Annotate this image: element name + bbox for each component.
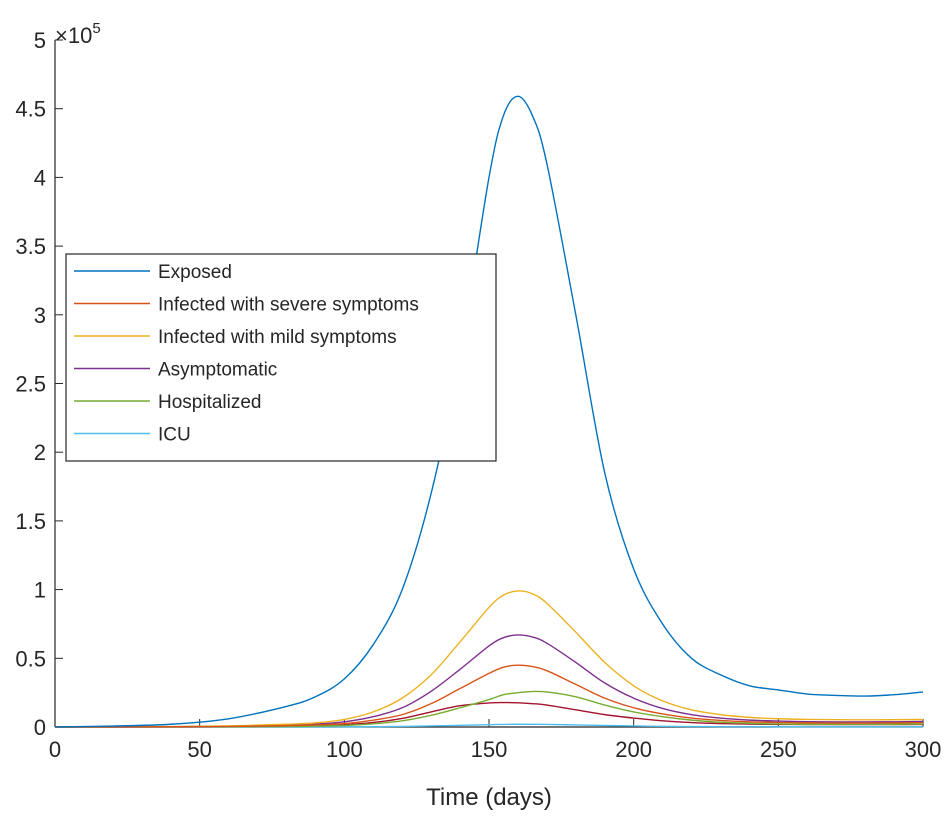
- x-tick-label: 100: [326, 737, 363, 762]
- y-tick-label: 5: [34, 28, 46, 53]
- y-tick-label: 1.5: [15, 509, 46, 534]
- y-tick-label: 2.5: [15, 372, 46, 397]
- x-tick-label: 50: [187, 737, 211, 762]
- series-line-hospitalized: [54, 690, 924, 728]
- x-tick-label: 300: [905, 737, 942, 762]
- series-line-asymptomatic: [54, 634, 924, 728]
- x-tick-label: 250: [760, 737, 797, 762]
- y-axis-multiplier: ×105: [55, 20, 101, 48]
- legend-box: [65, 253, 497, 462]
- x-tick-label: 200: [615, 737, 652, 762]
- y-tick-label: 1: [34, 578, 46, 603]
- series-line-infected-with-severe-symptoms: [54, 664, 924, 728]
- y-tick-label: 0: [34, 715, 46, 740]
- legend-label-asymptomatic: Asymptomatic: [158, 360, 277, 381]
- y-tick-label: 3: [34, 303, 46, 328]
- x-tick-label: 150: [471, 737, 508, 762]
- x-axis-label: Time (days): [426, 784, 552, 811]
- legend-label-infected-with-mild-symptoms: Infected with mild symptoms: [158, 327, 397, 348]
- tick-labels: 0 50 100 150 200 250 300 0 0.5 1 1.5 2 2.5 3 3.5 4 4.5 5: [15, 28, 941, 762]
- legend: Exposed Infected with severe symptoms Infe…: [65, 253, 497, 462]
- y-tick-label: 4: [34, 165, 46, 190]
- legend-label-icu: ICU: [158, 425, 191, 446]
- series-lines: [54, 95, 924, 728]
- series-line-infected-with-mild-symptoms: [54, 590, 924, 728]
- y-tick-label: 4.5: [15, 97, 46, 122]
- y-tick-label: 2: [34, 440, 46, 465]
- y-tick-label: 0.5: [15, 646, 46, 671]
- series-line-exposed: [54, 95, 924, 728]
- legend-label-exposed: Exposed: [158, 262, 232, 283]
- x-tick-label: 0: [49, 737, 61, 762]
- y-tick-label: 3.5: [15, 234, 46, 259]
- legend-label-infected-with-severe-symptoms: Infected with severe symptoms: [158, 295, 419, 316]
- legend-label-hospitalized: Hospitalized: [158, 392, 262, 413]
